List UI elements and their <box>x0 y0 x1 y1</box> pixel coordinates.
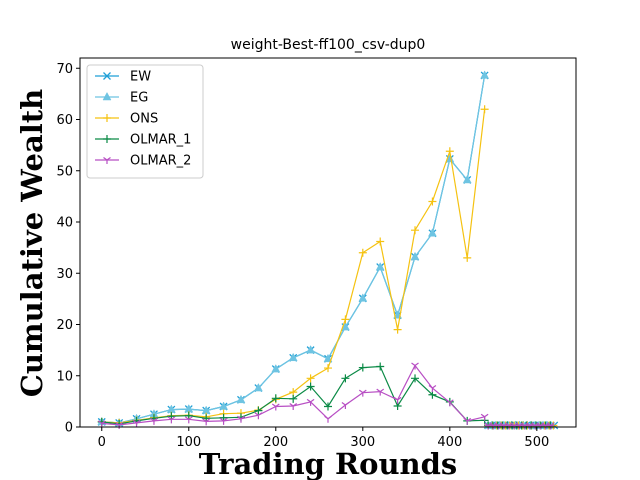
data-point <box>184 411 193 420</box>
x-tick-label: 300 <box>350 435 375 450</box>
x-tick-label: 0 <box>98 435 106 450</box>
data-point <box>463 417 472 425</box>
data-point <box>289 402 298 410</box>
data-point <box>445 399 454 407</box>
legend-label: EW <box>130 70 151 85</box>
legend-item-eg: EG <box>95 91 148 106</box>
y-tick-label: 20 <box>56 318 73 333</box>
data-point <box>411 226 420 235</box>
legend-marker <box>102 91 112 101</box>
y-tick-label: 60 <box>56 113 73 128</box>
data-point <box>254 412 263 420</box>
data-point <box>410 251 420 261</box>
data-point <box>411 374 420 383</box>
data-point <box>219 401 228 410</box>
data-point <box>358 389 367 397</box>
y-tick-label: 10 <box>56 369 73 384</box>
legend-label: OLMAR_2 <box>130 154 191 169</box>
data-point <box>341 315 350 324</box>
data-point <box>254 406 263 415</box>
chart-title: weight-Best-ff100_csv-dup0 <box>231 37 426 53</box>
data-point <box>271 403 280 411</box>
legend-item-olmar_2: OLMAR_2 <box>95 154 191 169</box>
legend-marker <box>103 157 111 164</box>
legend-marker <box>103 135 111 143</box>
axes-layer: 0 100 200 300 400 500 0 10 20 30 40 50 60 70 <box>56 57 577 450</box>
data-point <box>324 402 332 411</box>
data-point <box>428 197 437 206</box>
data-point <box>393 396 402 404</box>
x-tick-label: 500 <box>524 435 549 450</box>
x-tick-label: 200 <box>263 435 288 450</box>
data-point <box>237 415 245 423</box>
data-point <box>480 413 489 421</box>
y-tick-label: 50 <box>56 164 73 179</box>
plot-frame <box>79 57 577 428</box>
data-point <box>306 345 316 354</box>
legend-item-olmar_1: OLMAR_1 <box>95 133 191 148</box>
data-point <box>358 248 367 257</box>
data-point <box>376 362 385 371</box>
data-point <box>219 417 228 425</box>
data-point <box>324 364 332 373</box>
data-point <box>306 398 315 406</box>
data-point <box>271 394 280 403</box>
data-point <box>428 385 437 393</box>
data-point <box>341 401 350 409</box>
data-point <box>445 147 454 156</box>
data-point <box>289 394 298 403</box>
data-point <box>480 70 490 79</box>
data-point <box>376 388 385 396</box>
y-tick-label: 0 <box>65 421 73 436</box>
data-point <box>463 253 472 262</box>
legend: EW EG ONS OLMAR_1 OLMAR_2 <box>86 64 204 179</box>
legend-label: EG <box>130 91 148 106</box>
data-point <box>341 374 350 383</box>
data-point <box>236 394 246 404</box>
data-point <box>253 383 263 392</box>
data-point <box>306 382 315 391</box>
data-point <box>167 416 176 424</box>
data-point <box>323 353 333 363</box>
y-tick-label: 30 <box>56 267 73 282</box>
data-point <box>324 415 332 423</box>
x-axis-label: Trading Rounds <box>199 447 458 480</box>
data-point <box>375 262 385 271</box>
y-tick-label: 40 <box>56 216 73 231</box>
data-point <box>271 364 281 373</box>
x-tick-label: 400 <box>437 435 462 450</box>
data-point <box>358 293 368 302</box>
x-tick-label: 100 <box>176 435 201 450</box>
data-point <box>376 237 385 246</box>
legend-label: ONS <box>130 112 158 127</box>
data-point <box>358 363 367 372</box>
data-point <box>306 374 315 383</box>
data-point <box>184 416 193 424</box>
data-point <box>132 419 141 427</box>
legend-box <box>86 64 204 179</box>
data-point <box>202 418 211 426</box>
data-point <box>428 228 437 237</box>
legend-item-ew: EW <box>95 70 151 85</box>
data-point <box>150 417 158 425</box>
data-point <box>288 352 298 362</box>
legend-marker <box>103 72 111 80</box>
legend-marker <box>103 114 111 122</box>
data-point <box>411 362 419 370</box>
y-tick-label: 70 <box>56 62 73 77</box>
data-point <box>462 174 472 184</box>
data-point <box>393 325 402 334</box>
legend-item-ons: ONS <box>95 112 158 127</box>
y-axis-label: Cumulative Wealth <box>15 89 49 398</box>
legend-label: OLMAR_1 <box>130 133 191 148</box>
data-point <box>480 105 489 114</box>
